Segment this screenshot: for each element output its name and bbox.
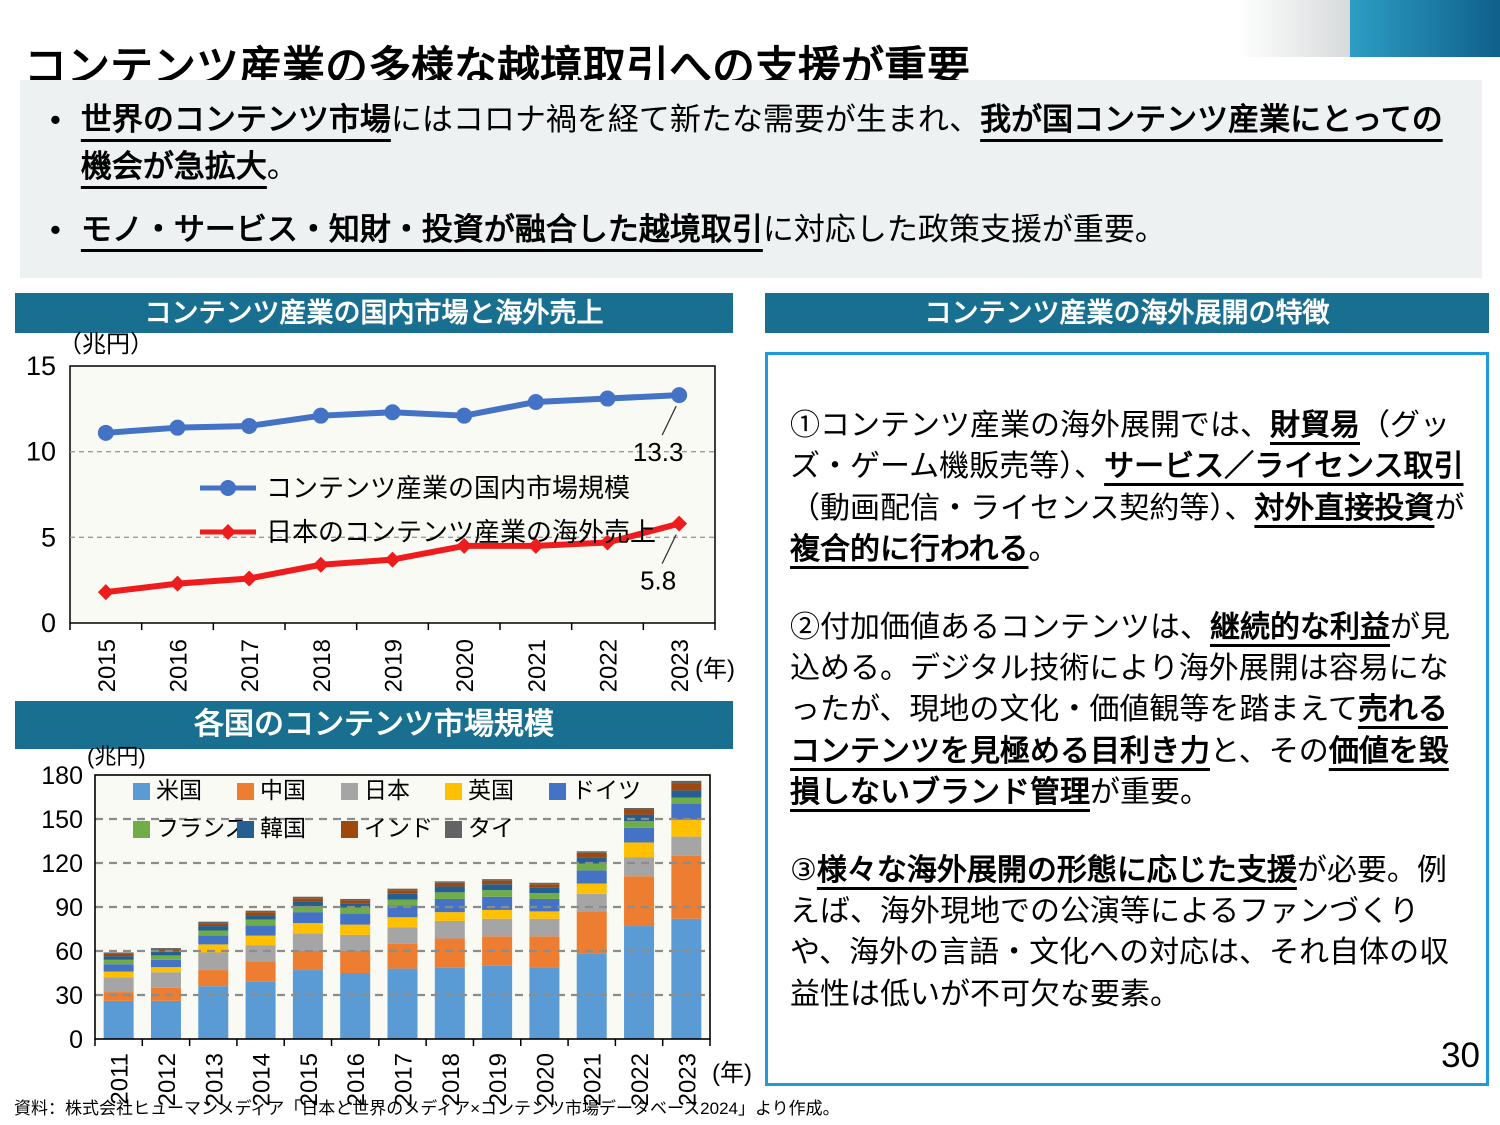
decoration-gradient-blue: [1350, 0, 1500, 57]
bullet-marker: •: [50, 102, 61, 137]
summary-bullets: • 世界のコンテンツ市場にはコロナ禍を経て新たな需要が生まれ、我が国コンテンツ産…: [20, 80, 1482, 278]
domestic-chart-header: コンテンツ産業の国内市場と海外売上: [15, 293, 733, 333]
features-box: ①コンテンツ産業の海外展開では、財貿易（グッズ・ゲーム機販売等）、サービス／ライ…: [765, 352, 1489, 1086]
svg-text:2021: 2021: [524, 639, 551, 692]
svg-text:（兆円）: （兆円）: [58, 331, 154, 358]
svg-text:2017: 2017: [237, 639, 264, 692]
svg-text:日本: 日本: [364, 777, 410, 803]
country-chart-header: 各国のコンテンツ市場規模: [15, 701, 733, 749]
svg-text:2014: 2014: [249, 1053, 276, 1106]
svg-text:(年): (年): [712, 1060, 752, 1087]
features-paragraph-2: ②付加価値あるコンテンツは、継続的な利益が見込める。デジタル技術により海外展開は…: [790, 610, 1450, 810]
features-paragraph-1: ①コンテンツ産業の海外展開では、財貿易（グッズ・ゲーム機販売等）、サービス／ライ…: [790, 409, 1465, 567]
domestic-overseas-line-chart: 0 5 10 15 （兆円） 2015 2016 2017 2018 2019 2020 2021 20…: [15, 331, 735, 692]
svg-text:2023: 2023: [674, 1053, 701, 1106]
svg-text:2023: 2023: [667, 639, 694, 692]
svg-text:2015: 2015: [94, 639, 121, 692]
svg-text:180: 180: [41, 762, 83, 790]
svg-text:(年): (年): [695, 656, 735, 683]
svg-text:60: 60: [55, 938, 83, 966]
page-number: 30: [1441, 1036, 1480, 1075]
svg-text:2015: 2015: [296, 1053, 323, 1106]
svg-text:120: 120: [41, 850, 83, 878]
svg-text:2017: 2017: [391, 1053, 418, 1106]
svg-text:2021: 2021: [580, 1053, 607, 1106]
bullet-text-1: 世界のコンテンツ市場にはコロナ禍を経て新たな需要が生まれ、我が国コンテンツ産業に…: [80, 102, 1443, 185]
svg-text:5.8: 5.8: [640, 566, 676, 596]
country-market-stacked-bar-chart: 0 30 60 90 120 150 180 (兆円) 2011 2012 2013 2014 2015…: [15, 744, 752, 1106]
svg-text:2016: 2016: [166, 639, 193, 692]
svg-text:韓国: 韓国: [260, 815, 306, 841]
svg-text:0: 0: [41, 608, 56, 638]
source-note: 資料：株式会社ヒューマンメディア「日本と世界のメディア×コンテンツ市場データベー…: [14, 1099, 840, 1118]
svg-text:フランス: フランス: [156, 815, 248, 841]
bullet-text-2: モノ・サービス・知財・投資が融合した越境取引に対応した政策支援が重要。: [80, 212, 1166, 248]
svg-text:2013: 2013: [201, 1053, 228, 1106]
bullet-marker: •: [50, 212, 61, 248]
svg-text:英国: 英国: [468, 777, 514, 803]
svg-text:中国: 中国: [260, 777, 306, 803]
svg-text:日本のコンテンツ産業の海外売上: 日本のコンテンツ産業の海外売上: [266, 517, 656, 547]
svg-text:ドイツ: ドイツ: [572, 777, 641, 803]
svg-text:タイ: タイ: [468, 815, 514, 841]
svg-text:2020: 2020: [452, 639, 479, 692]
svg-text:2020: 2020: [532, 1053, 559, 1106]
svg-text:0: 0: [69, 1026, 83, 1054]
svg-text:2011: 2011: [107, 1053, 134, 1105]
svg-text:2022: 2022: [627, 1053, 654, 1106]
svg-text:2012: 2012: [154, 1053, 181, 1106]
svg-text:13.3: 13.3: [633, 437, 684, 467]
svg-text:2018: 2018: [309, 639, 336, 692]
svg-text:15: 15: [26, 351, 56, 381]
bullet-item-2: • モノ・サービス・知財・投資が融合した越境取引に対応した政策支援が重要。: [50, 206, 1454, 253]
svg-text:5: 5: [41, 522, 56, 552]
svg-text:2018: 2018: [438, 1053, 465, 1106]
features-paragraph-3: ③様々な海外展開の形態に応じた支援が必要。例えば、海外現地での公演等によるファン…: [790, 853, 1450, 1011]
svg-text:コンテンツ産業の国内市場規模: コンテンツ産業の国内市場規模: [266, 473, 630, 503]
svg-text:150: 150: [41, 806, 83, 834]
svg-text:2019: 2019: [381, 639, 408, 692]
svg-text:90: 90: [55, 894, 83, 922]
decoration-gradient-gray: [1238, 0, 1350, 57]
bullet-item-1: • 世界のコンテンツ市場にはコロナ禍を経て新たな需要が生まれ、我が国コンテンツ産…: [50, 96, 1454, 190]
svg-text:2016: 2016: [343, 1053, 370, 1106]
svg-text:30: 30: [55, 982, 83, 1010]
svg-text:2022: 2022: [596, 639, 623, 692]
svg-text:10: 10: [26, 437, 56, 467]
svg-text:インド: インド: [364, 815, 433, 841]
svg-text:(兆円): (兆円): [87, 744, 146, 769]
features-header: コンテンツ産業の海外展開の特徴: [765, 293, 1489, 333]
svg-text:2019: 2019: [485, 1053, 512, 1106]
svg-text:米国: 米国: [156, 777, 202, 803]
